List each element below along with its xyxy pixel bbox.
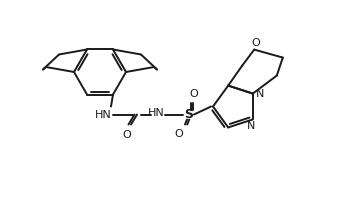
Text: HN: HN xyxy=(95,110,111,119)
Text: O: O xyxy=(252,38,261,48)
Text: S: S xyxy=(184,108,194,121)
Text: N: N xyxy=(256,89,264,99)
Text: O: O xyxy=(190,88,198,99)
Text: HN: HN xyxy=(147,108,164,117)
Text: O: O xyxy=(123,130,131,139)
Text: O: O xyxy=(175,128,183,139)
Text: N: N xyxy=(247,121,255,131)
